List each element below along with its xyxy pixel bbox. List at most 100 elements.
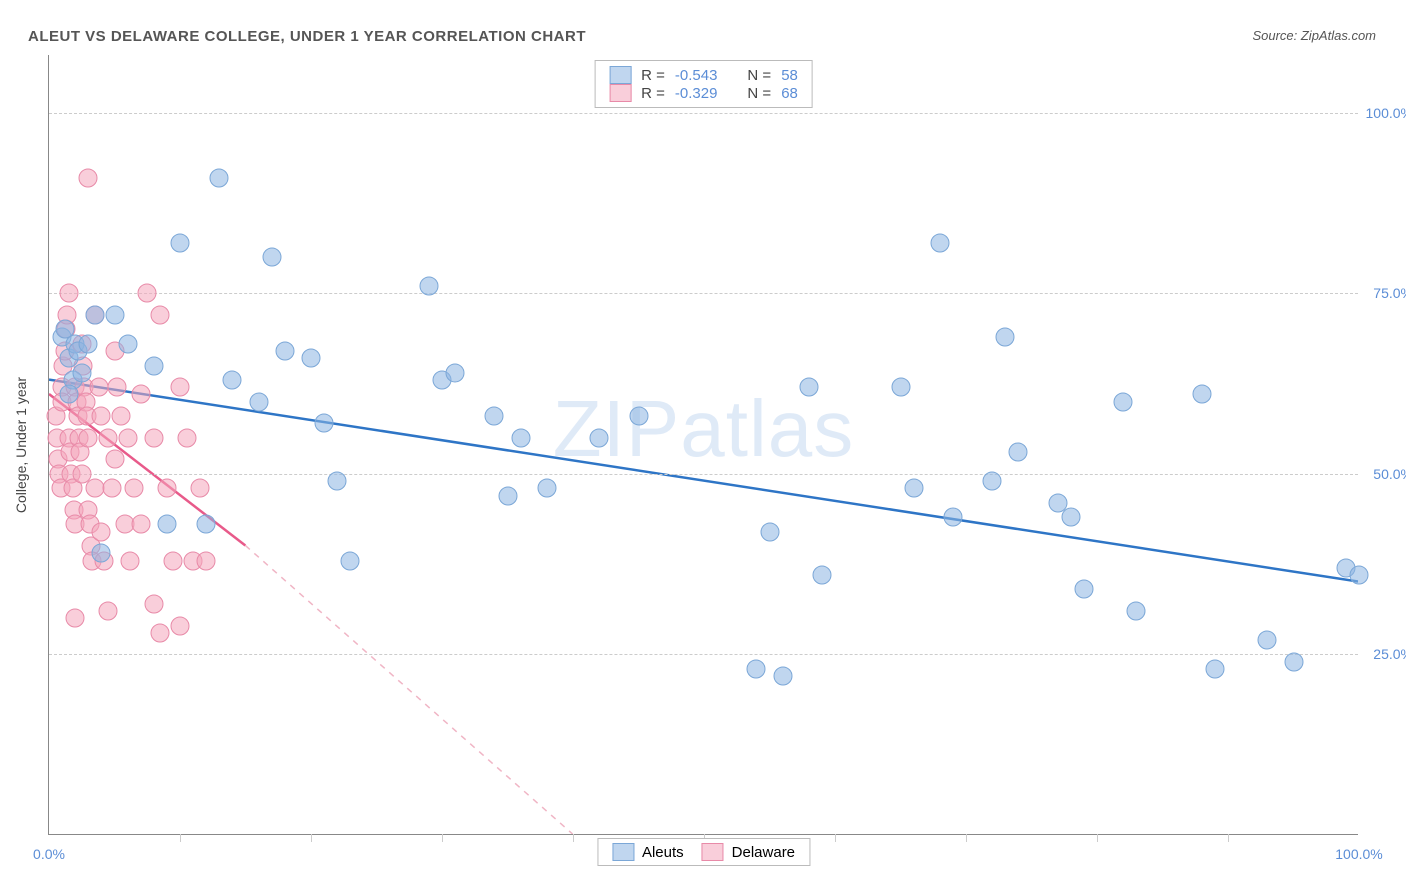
legend-label: Aleuts — [642, 844, 684, 861]
scatter-point-delaware — [92, 407, 111, 426]
scatter-point-aleuts — [1061, 508, 1080, 527]
scatter-point-delaware — [157, 479, 176, 498]
scatter-point-delaware — [197, 551, 216, 570]
n-value: 58 — [781, 67, 798, 84]
scatter-point-aleuts — [315, 414, 334, 433]
trend-line-aleuts — [49, 380, 1358, 582]
scatter-point-aleuts — [328, 472, 347, 491]
scatter-point-aleuts — [498, 486, 517, 505]
n-label: N = — [747, 85, 771, 102]
scatter-point-aleuts — [275, 342, 294, 361]
grid-line-horizontal — [49, 293, 1358, 294]
scatter-point-aleuts — [747, 659, 766, 678]
scatter-point-aleuts — [1074, 580, 1093, 599]
scatter-point-aleuts — [1114, 392, 1133, 411]
x-minor-tick — [1097, 834, 1098, 842]
x-minor-tick — [835, 834, 836, 842]
legend-label: Delaware — [732, 844, 795, 861]
scatter-point-delaware — [171, 378, 190, 397]
grid-line-horizontal — [49, 654, 1358, 655]
scatter-point-delaware — [118, 428, 137, 447]
scatter-point-aleuts — [341, 551, 360, 570]
scatter-point-delaware — [112, 407, 131, 426]
legend-swatch-pink — [702, 843, 724, 861]
r-label: R = — [641, 67, 665, 84]
scatter-point-delaware — [138, 284, 157, 303]
scatter-point-aleuts — [1205, 659, 1224, 678]
legend-swatch-blue — [612, 843, 634, 861]
scatter-point-aleuts — [249, 392, 268, 411]
scatter-point-delaware — [190, 479, 209, 498]
scatter-point-aleuts — [773, 667, 792, 686]
scatter-point-aleuts — [812, 566, 831, 585]
scatter-point-aleuts — [79, 334, 98, 353]
n-value: 68 — [781, 85, 798, 102]
scatter-point-aleuts — [760, 522, 779, 541]
scatter-point-aleuts — [891, 378, 910, 397]
scatter-point-aleuts — [1284, 652, 1303, 671]
scatter-point-aleuts — [1258, 631, 1277, 650]
scatter-point-delaware — [108, 378, 127, 397]
scatter-point-delaware — [121, 551, 140, 570]
scatter-point-aleuts — [72, 363, 91, 382]
legend-item-delaware: Delaware — [702, 843, 795, 861]
legend-item-aleuts: Aleuts — [612, 843, 684, 861]
scatter-plot-area: College, Under 1 year ZIPatlas R = -0.54… — [48, 55, 1358, 835]
scatter-point-aleuts — [171, 233, 190, 252]
scatter-point-delaware — [125, 479, 144, 498]
scatter-point-delaware — [79, 428, 98, 447]
scatter-point-aleuts — [485, 407, 504, 426]
scatter-point-aleuts — [144, 356, 163, 375]
scatter-point-delaware — [105, 450, 124, 469]
scatter-point-aleuts — [537, 479, 556, 498]
r-label: R = — [641, 85, 665, 102]
x-minor-tick — [311, 834, 312, 842]
r-value: -0.543 — [675, 67, 718, 84]
scatter-point-aleuts — [419, 277, 438, 296]
scatter-point-aleuts — [59, 385, 78, 404]
x-tick-label: 100.0% — [1335, 846, 1382, 862]
scatter-point-aleuts — [262, 248, 281, 267]
scatter-point-delaware — [131, 385, 150, 404]
scatter-point-aleuts — [799, 378, 818, 397]
legend-row-delaware: R = -0.329 N = 68 — [609, 84, 798, 102]
x-minor-tick — [966, 834, 967, 842]
scatter-point-aleuts — [1192, 385, 1211, 404]
y-tick-label: 75.0% — [1373, 285, 1406, 301]
chart-container: ALEUT VS DELAWARE COLLEGE, UNDER 1 YEAR … — [0, 0, 1406, 892]
y-tick-label: 25.0% — [1373, 646, 1406, 662]
scatter-point-delaware — [144, 428, 163, 447]
scatter-point-aleuts — [105, 306, 124, 325]
scatter-point-aleuts — [904, 479, 923, 498]
trend-line-delaware-extrapolated — [245, 545, 572, 834]
r-value: -0.329 — [675, 85, 718, 102]
scatter-point-aleuts — [210, 168, 229, 187]
correlation-legend: R = -0.543 N = 58 R = -0.329 N = 68 — [594, 60, 813, 108]
scatter-point-delaware — [151, 306, 170, 325]
scatter-point-aleuts — [983, 472, 1002, 491]
scatter-point-aleuts — [511, 428, 530, 447]
scatter-point-aleuts — [930, 233, 949, 252]
scatter-point-delaware — [131, 515, 150, 534]
scatter-point-aleuts — [197, 515, 216, 534]
x-minor-tick — [180, 834, 181, 842]
legend-swatch-pink — [609, 84, 631, 102]
scatter-point-delaware — [89, 378, 108, 397]
scatter-point-aleuts — [223, 371, 242, 390]
legend-swatch-blue — [609, 66, 631, 84]
legend-row-aleuts: R = -0.543 N = 58 — [609, 66, 798, 84]
scatter-point-aleuts — [943, 508, 962, 527]
scatter-point-aleuts — [590, 428, 609, 447]
y-tick-label: 50.0% — [1373, 466, 1406, 482]
scatter-point-delaware — [59, 284, 78, 303]
scatter-point-delaware — [171, 616, 190, 635]
scatter-point-delaware — [92, 522, 111, 541]
scatter-point-delaware — [164, 551, 183, 570]
grid-line-horizontal — [49, 113, 1358, 114]
trend-lines-svg — [49, 55, 1358, 834]
scatter-point-aleuts — [1350, 566, 1369, 585]
scatter-point-aleuts — [302, 349, 321, 368]
scatter-point-aleuts — [446, 363, 465, 382]
series-legend: Aleuts Delaware — [597, 838, 810, 866]
scatter-point-delaware — [151, 623, 170, 642]
